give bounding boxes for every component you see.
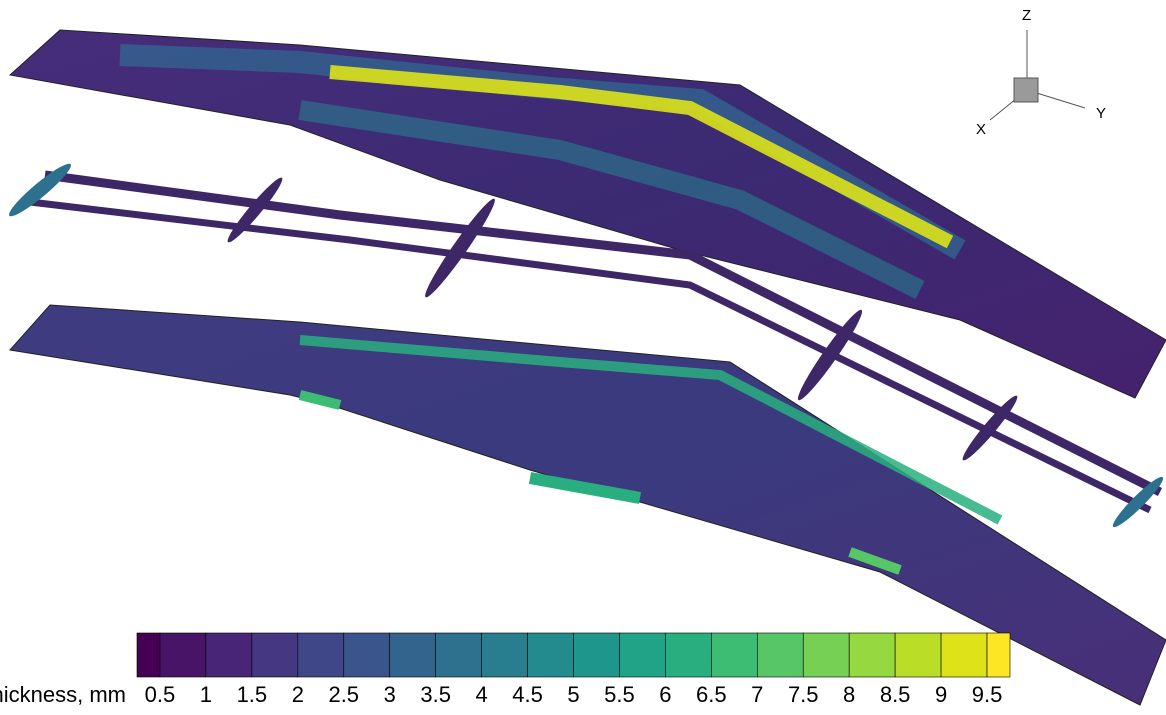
colorbar-tick-label: 1.5 bbox=[237, 682, 268, 707]
colorbar-tick-label: 2 bbox=[292, 682, 304, 707]
colorbar-tick-label: 4.5 bbox=[512, 682, 543, 707]
axis-label-x: X bbox=[976, 121, 986, 138]
colorbar-bin bbox=[574, 633, 620, 677]
colorbar-tick-label: 9 bbox=[935, 682, 947, 707]
colorbar: 0.5 1 1.5 2 2.5 3 3.5 4 4.5 5 5.5 6 6.5 7 7.5 8 8.5 9 9.5 bbox=[137, 633, 1010, 707]
colorbar-bin bbox=[528, 633, 574, 677]
colorbar-bin bbox=[390, 633, 436, 677]
colorbar-tick-label: 6 bbox=[659, 682, 671, 707]
colorbar-tick-label: 9.5 bbox=[972, 682, 1003, 707]
colorbar-tick-label: 3 bbox=[384, 682, 396, 707]
colorbar-tick-label: 7.5 bbox=[788, 682, 819, 707]
colorbar-bin bbox=[619, 633, 665, 677]
colorbar-bin bbox=[711, 633, 757, 677]
colorbar-bin bbox=[206, 633, 252, 677]
colorbar-bin bbox=[252, 633, 298, 677]
colorbar-bin bbox=[803, 633, 849, 677]
colorbar-bin bbox=[482, 633, 528, 677]
colorbar-tick-label: 1 bbox=[200, 682, 212, 707]
colorbar-tick-label: 8.5 bbox=[880, 682, 911, 707]
colorbar-tick-label: 8 bbox=[843, 682, 855, 707]
colorbar-tick-label: 3.5 bbox=[420, 682, 451, 707]
colorbar-tick-label: 5 bbox=[567, 682, 579, 707]
colorbar-tick-label: 2.5 bbox=[328, 682, 359, 707]
colorbar-tick-label: 4 bbox=[475, 682, 487, 707]
colorbar-tick-label: 5.5 bbox=[604, 682, 635, 707]
colorbar-bin bbox=[987, 633, 1010, 677]
colorbar-bin bbox=[665, 633, 711, 677]
colorbar-bin bbox=[160, 633, 206, 677]
colorbar-bin bbox=[436, 633, 482, 677]
colorbar-tick-label: 0.5 bbox=[145, 682, 176, 707]
axis-triad bbox=[990, 30, 1085, 120]
colorbar-bin bbox=[849, 633, 895, 677]
colorbar-bin bbox=[137, 633, 160, 677]
axis-label-z: Z bbox=[1022, 7, 1031, 24]
colorbar-tick-label: 6.5 bbox=[696, 682, 727, 707]
axis-label-y: Y bbox=[1096, 105, 1106, 122]
colorbar-bin bbox=[895, 633, 941, 677]
colorbar-bin bbox=[298, 633, 344, 677]
figure: Z Y X Thickness, mm 0.5 1 1.5 2 2.5 3 3.5 4 4.5 5… bbox=[0, 0, 1166, 715]
colorbar-bin bbox=[941, 633, 987, 677]
colorbar-bin bbox=[344, 633, 390, 677]
colorbar-tick-label: 7 bbox=[751, 682, 763, 707]
colorbar-label: Thickness, mm bbox=[0, 682, 126, 707]
colorbar-bin bbox=[757, 633, 803, 677]
